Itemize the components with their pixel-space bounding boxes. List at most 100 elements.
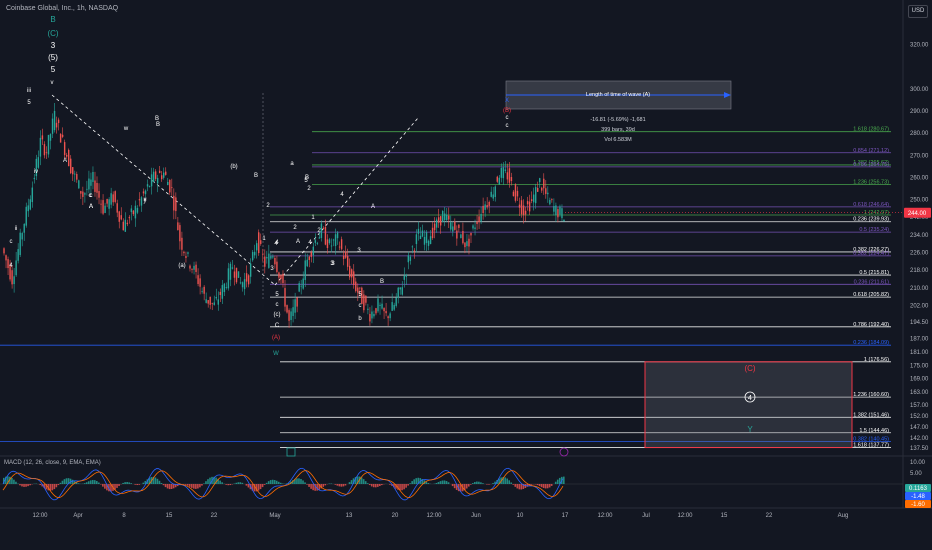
- x-tick-label: 15: [721, 513, 728, 519]
- macd-histogram-bar: [27, 484, 29, 487]
- candle-body: [405, 274, 408, 277]
- candle-body: [49, 134, 52, 141]
- candle-body: [134, 205, 137, 219]
- macd-histogram-bar: [43, 484, 46, 488]
- macd-histogram-bar: [494, 481, 496, 484]
- wave-label: B: [50, 15, 55, 24]
- candle-body: [225, 287, 228, 288]
- candle-body: [5, 255, 7, 261]
- macd-histogram-bar: [162, 484, 165, 486]
- macd-histogram-bar: [393, 484, 395, 488]
- macd-histogram-bar: [306, 484, 308, 485]
- candle-body: [189, 265, 191, 269]
- candle-body: [128, 217, 131, 219]
- y-tick-label: 163.00: [910, 390, 929, 396]
- candle-body: [74, 173, 76, 175]
- candle-body: [482, 205, 484, 214]
- macd-histogram-bar: [368, 484, 371, 486]
- candle-body: [67, 149, 70, 167]
- candle-body: [427, 240, 430, 246]
- macd-histogram-bar: [292, 480, 294, 484]
- macd-histogram-bar: [77, 483, 80, 484]
- macd-histogram-bar: [55, 484, 58, 488]
- macd-histogram-bar: [423, 480, 426, 484]
- wave-label: 3: [51, 41, 56, 50]
- fib-level-label: 0.854 (271.12): [853, 148, 889, 154]
- macd-histogram-bar: [110, 484, 112, 492]
- macd-histogram-bar: [98, 482, 100, 484]
- macd-histogram-bar: [502, 477, 504, 484]
- macd-histogram-bar: [241, 482, 244, 484]
- macd-histogram-bar: [476, 481, 478, 484]
- candle-body: [209, 296, 211, 305]
- macd-histogram-bar: [439, 481, 442, 484]
- macd-histogram-bar: [273, 480, 276, 484]
- x-tick-label: 12:00: [32, 513, 48, 519]
- macd-histogram-bar: [164, 484, 167, 488]
- candle-body: [92, 171, 94, 182]
- macd-histogram-bar: [207, 479, 209, 484]
- macd-histogram-bar: [314, 484, 316, 491]
- candle-body: [122, 221, 124, 231]
- macd-histogram-bar: [11, 477, 13, 484]
- wave-label: 4: [9, 263, 13, 269]
- candle-body: [320, 223, 323, 238]
- candle-body: [179, 225, 181, 242]
- macd-histogram-bar: [480, 482, 482, 484]
- y-tick-label: 157.00: [910, 403, 929, 409]
- macd-histogram-bar: [370, 484, 373, 487]
- candle-body: [363, 294, 365, 311]
- wave-label: c: [10, 239, 13, 245]
- wave-label: (c): [274, 312, 281, 318]
- candle-body: [37, 157, 40, 168]
- candle-body: [86, 188, 88, 190]
- macd-histogram-bar: [118, 484, 120, 487]
- candle-body: [41, 135, 44, 140]
- y-tick-label: 250.00: [910, 197, 929, 203]
- fib-level-label: 1 (176.56): [864, 357, 889, 363]
- candle-body: [76, 174, 78, 180]
- macd-histogram-bar: [154, 477, 157, 484]
- candle-body: [116, 203, 118, 213]
- candle-body: [407, 255, 410, 263]
- candle-body: [154, 171, 157, 179]
- candle-body: [213, 302, 215, 305]
- macd-histogram-bar: [188, 484, 191, 487]
- fib-level-label: 1.236 (160.60): [853, 392, 889, 398]
- wave-label: A: [296, 239, 300, 245]
- macd-histogram-bar: [275, 480, 278, 484]
- macd-histogram-bar: [261, 484, 264, 488]
- macd-histogram-bar: [407, 484, 409, 486]
- macd-histogram-bar: [49, 484, 52, 491]
- macd-histogram-bar: [538, 484, 541, 487]
- currency-button[interactable]: USD: [908, 5, 928, 18]
- candle-body: [563, 219, 565, 222]
- macd-histogram-bar: [556, 479, 559, 484]
- candle-body: [253, 251, 256, 256]
- candle-body: [478, 216, 480, 223]
- candle-body: [25, 206, 27, 226]
- macd-histogram-bar: [128, 482, 130, 484]
- candle-body: [203, 286, 205, 294]
- wave-label: A: [63, 158, 67, 164]
- wave-label: c: [359, 303, 362, 309]
- candle-body: [33, 177, 36, 180]
- macd-histogram-bar: [348, 482, 351, 484]
- y-tick-label: 280.00: [910, 131, 929, 137]
- last-price-tag: [904, 207, 931, 218]
- candle-body: [532, 194, 535, 203]
- candle-body: [187, 252, 189, 254]
- candle-body: [316, 242, 319, 244]
- candle-body: [55, 122, 58, 128]
- macd-histogram-bar: [397, 484, 399, 490]
- macd-histogram-bar: [21, 484, 23, 487]
- candle-body: [264, 256, 266, 267]
- macd-histogram-bar: [160, 482, 163, 484]
- wave-label: (C): [47, 29, 58, 38]
- x-tick-label: 13: [346, 513, 353, 519]
- candle-body: [357, 287, 359, 293]
- fib-level-label: 0.382 (224.47): [853, 251, 889, 257]
- macd-histogram-bar: [395, 484, 397, 489]
- macd-histogram-bar: [360, 477, 363, 484]
